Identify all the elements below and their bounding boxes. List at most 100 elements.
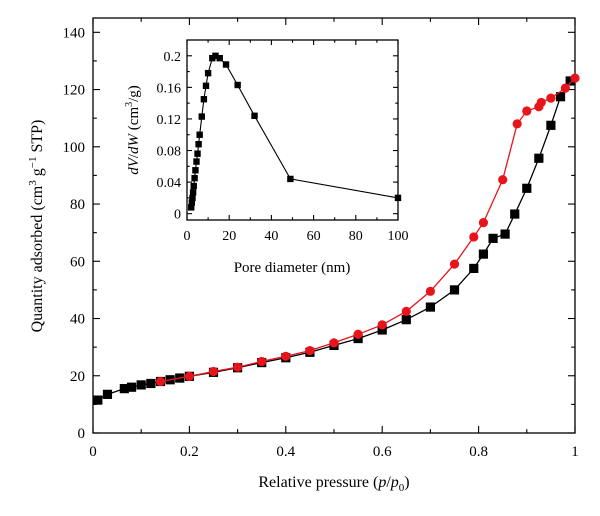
main-series-0-point — [469, 263, 479, 274]
main-series-0-point — [478, 249, 489, 259]
main-x-tick-label: 0.2 — [180, 444, 199, 460]
main-series-1-point — [478, 218, 489, 228]
main-y-tick-label: 80 — [70, 197, 85, 213]
main-series-1-point — [536, 97, 546, 108]
main-series-0-point — [401, 315, 411, 325]
inset-y-tick-label: 0 — [174, 208, 181, 223]
main-series-0-point — [555, 92, 566, 102]
inset-series-0-point — [216, 54, 223, 62]
main-series-1-point — [512, 119, 522, 129]
main-x-tick-label: 0 — [89, 444, 97, 460]
main-series-1-point — [208, 366, 219, 377]
main-series-0-point — [377, 325, 387, 335]
main-series-1-point — [305, 345, 315, 356]
inset-ylabel-dw: dW — [126, 132, 142, 154]
inset-y-tick-label: 0.04 — [157, 176, 182, 191]
inset-series-0-point — [189, 194, 196, 202]
main-ylabel-prefix: Quantity adsorbed (cm — [29, 185, 46, 332]
main-series-1-point — [498, 175, 508, 185]
main-xlabel-text: Relative pressure ( — [258, 474, 378, 491]
inset-y-tick-label: 0.08 — [157, 145, 182, 160]
inset-series-0-point — [202, 82, 210, 89]
inset-y-tick-label: 0.2 — [164, 50, 182, 65]
main-xlabel-p: p — [377, 474, 386, 491]
inset-series-group — [188, 52, 402, 211]
main-series-1-point — [425, 286, 435, 296]
inset-series-0-point — [196, 131, 203, 138]
main-y-tick-label: 60 — [70, 254, 85, 270]
inset-ylabel-open: (cm — [126, 107, 142, 134]
main-series-0-point — [425, 302, 435, 312]
main-x-tick-label: 0.8 — [469, 444, 488, 460]
inset-ylabel-slash: / — [126, 153, 142, 158]
main-series-1-point — [233, 362, 243, 372]
main-series-1-point — [522, 106, 532, 116]
main-ylabel-sup1: 3 — [27, 180, 39, 186]
main-series-1-point — [570, 73, 580, 83]
inset-series-0-point — [195, 141, 202, 148]
main-series-1-point — [469, 232, 479, 242]
main-series-0-point — [510, 209, 520, 219]
main-series-1-point — [257, 356, 267, 367]
main-series-0-point — [93, 395, 103, 405]
inset-series-0-point — [394, 194, 402, 202]
main-y-tick-label: 100 — [63, 140, 86, 156]
main-x-tick-label: 1 — [571, 444, 579, 460]
inset-ylabel-sup: 3 — [124, 102, 135, 107]
inset-x-tick-label: 80 — [349, 229, 363, 244]
main-series-1-point — [329, 338, 339, 348]
inset-series-0-point — [234, 81, 241, 89]
main-y-tick-label: 20 — [70, 369, 85, 385]
main-series-1-point — [184, 371, 194, 381]
main-series-0-point — [102, 389, 113, 399]
inset-series-0-point — [251, 112, 258, 119]
inset-series-0-point — [188, 204, 195, 211]
inset-ylabel-close: /g) — [126, 85, 142, 102]
main-series-0-point — [522, 183, 532, 193]
main-series-1-point — [353, 329, 363, 339]
main-series-0-point — [126, 382, 137, 392]
main-series-1-point — [281, 351, 291, 361]
inset-series-0-point — [222, 61, 230, 68]
inset-series-0-point — [188, 199, 196, 206]
inset-series-0-point — [191, 174, 198, 182]
inset-background — [187, 40, 398, 220]
inset-series-0-point — [189, 189, 197, 196]
main-series-0-point — [500, 229, 510, 239]
main-series-1-point — [155, 376, 166, 387]
main-series-0-point — [488, 233, 498, 243]
inset-series-0-point — [190, 182, 197, 190]
inset-x-tick-label: 60 — [307, 229, 321, 244]
inset-y-axis-title: dV/dW (cm3/g) — [124, 85, 142, 175]
main-series-group — [93, 73, 580, 405]
main-series-0-point — [546, 120, 556, 130]
main-x-axis-title: Relative pressure (p/p0) — [258, 474, 409, 494]
main-xlabel-p0: p — [390, 474, 399, 491]
inset-series-0-point — [287, 175, 294, 183]
main-series-1-point — [546, 93, 556, 103]
main-axis-ticks: 0 0.2 0.4 0.6 0.8 1 0 20 40 60 80 100 120 140 — [63, 18, 579, 460]
main-xlabel-close: ) — [404, 474, 409, 491]
main-xlabel-sub: 0 — [399, 482, 405, 494]
main-ylabel-suffix: STP) — [29, 120, 46, 157]
inset-y-tick-label: 0.16 — [157, 81, 182, 96]
inset-x-tick-label: 20 — [222, 229, 236, 244]
main-series-0-point — [146, 378, 156, 389]
main-y-tick-label: 120 — [63, 83, 86, 99]
main-series-0-point — [449, 285, 460, 295]
main-series-0-point — [565, 76, 575, 86]
main-series-1-point — [401, 306, 411, 316]
main-series-1-point — [377, 320, 387, 330]
main-y-tick-label: 0 — [78, 426, 86, 442]
main-y-tick-label: 140 — [63, 25, 86, 41]
inset-series-0-point — [212, 52, 219, 59]
main-x-tick-label: 0.6 — [373, 444, 392, 460]
inset-x-tick-label: 100 — [388, 229, 409, 244]
inset-series-0-point — [194, 150, 201, 157]
main-y-tick-label: 40 — [70, 312, 85, 328]
inset-series-0-point — [192, 167, 199, 174]
inset-x-tick-label: 40 — [264, 229, 278, 244]
inset-y-tick-label: 0.12 — [157, 113, 182, 128]
main-x-tick-label: 0.4 — [276, 444, 295, 460]
